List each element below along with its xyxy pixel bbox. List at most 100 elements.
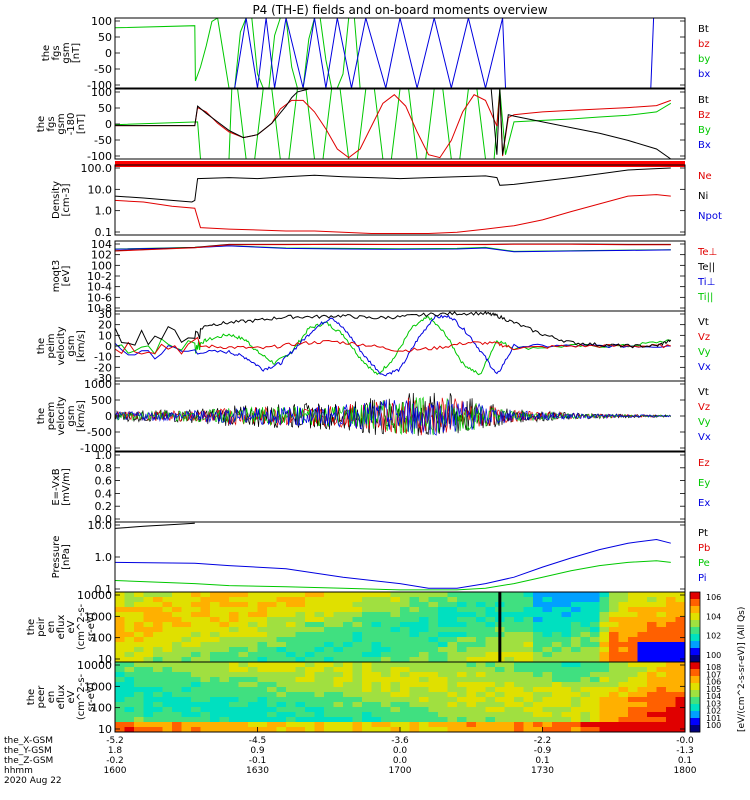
heatmap-cell: [343, 607, 353, 613]
heatmap-cell: [352, 652, 363, 658]
heatmap-cell: [647, 687, 657, 693]
heatmap-cell: [466, 602, 477, 608]
heatmap-cell: [438, 727, 448, 732]
heatmap-cell: [362, 622, 372, 628]
heatmap-cell: [210, 627, 220, 633]
heatmap-cell: [134, 602, 144, 608]
heatmap-cell: [533, 617, 543, 623]
heatmap-cell: [675, 622, 685, 628]
colorbar-band: [690, 676, 700, 684]
heatmap-cell: [656, 677, 667, 683]
heatmap-cell: [333, 622, 344, 628]
y-tick-label: 0.2: [95, 500, 113, 513]
heatmap-cell: [238, 607, 249, 613]
heatmap-cell: [295, 612, 306, 618]
heatmap-cell: [656, 727, 667, 732]
y-axis-label-line: peer: [36, 685, 47, 709]
x-axis-row-value: -2.2: [534, 736, 552, 746]
heatmap-cell: [419, 662, 429, 668]
y-tick-label: 30: [98, 308, 112, 321]
heatmap-cell: [618, 627, 629, 633]
heatmap-cell: [428, 602, 439, 608]
heatmap-cell: [371, 612, 382, 618]
y-tick-label: 0.0: [95, 513, 113, 526]
heatmap-cell: [333, 657, 344, 662]
heatmap-cell: [390, 687, 401, 693]
heatmap-cell: [276, 647, 287, 653]
heatmap-cell: [210, 622, 220, 628]
heatmap-cell: [248, 597, 258, 603]
heatmap-cell: [229, 702, 239, 708]
heatmap-cell: [447, 602, 458, 608]
heatmap-cell: [210, 682, 220, 688]
heatmap-cell: [666, 727, 676, 732]
heatmap-cell: [134, 697, 144, 703]
heatmap-cell: [276, 692, 287, 698]
heatmap-cell: [466, 677, 477, 683]
y-axis-label-peir: the peir en eflux eV (cm^2-s-sr-eV): [26, 603, 97, 650]
x-axis-row-value: -0.9: [534, 746, 552, 756]
heatmap-cell: [675, 677, 685, 683]
heatmap-cell: [409, 652, 420, 658]
heatmap-cell: [599, 622, 610, 628]
heatmap-cell: [628, 652, 638, 658]
heatmap-cell: [371, 617, 382, 623]
heatmap-cell: [248, 612, 258, 618]
heatmap-cell: [609, 717, 619, 723]
heatmap-cell: [571, 642, 581, 648]
heatmap-cell: [295, 667, 306, 673]
heatmap-cell: [552, 642, 562, 648]
heatmap-cell: [647, 627, 657, 633]
heatmap-cell: [153, 622, 163, 628]
heatmap-cell: [599, 632, 610, 638]
heatmap-cell: [210, 597, 220, 603]
heatmap-cell: [305, 702, 315, 708]
heatmap-cell: [286, 652, 296, 658]
heatmap-cell: [476, 592, 486, 598]
heatmap-cell: [352, 602, 363, 608]
chart-title: P4 (TH-E) fields and on-board moments ov…: [252, 3, 547, 17]
heatmap-cell: [238, 617, 249, 623]
heatmap-cell: [485, 707, 496, 713]
heatmap-cell: [124, 597, 135, 603]
heatmap-cell: [143, 687, 154, 693]
heatmap-cell: [343, 692, 353, 698]
heatmap-cell: [476, 657, 486, 662]
heatmap-cell: [666, 657, 676, 662]
heatmap-cell: [115, 652, 125, 658]
heatmap-cell: [571, 602, 581, 608]
heatmap-cell: [153, 662, 163, 668]
y-tick-label: 100.0: [81, 162, 113, 175]
panel-plot-density: [115, 167, 671, 234]
heatmap-cell: [314, 627, 325, 633]
heatmap-cell: [124, 692, 135, 698]
heatmap-cell: [362, 712, 372, 718]
heatmap-cell: [637, 647, 648, 653]
heatmap-cell: [191, 662, 201, 668]
y-axis-label-line: en: [46, 691, 57, 704]
heatmap-cell: [647, 727, 657, 732]
y-tick-label: 10: [98, 329, 112, 342]
heatmap-cell: [153, 687, 163, 693]
heatmap-cell: [542, 702, 553, 708]
heatmap-cell: [457, 622, 467, 628]
heatmap-cell: [162, 607, 173, 613]
heatmap-cell: [580, 717, 591, 723]
heatmap-cell: [409, 622, 420, 628]
heatmap-cell: [210, 727, 220, 732]
heatmap-cell: [305, 712, 315, 718]
heatmap-cell: [286, 632, 296, 638]
heatmap-cell: [590, 602, 600, 608]
heatmap-cell: [675, 612, 685, 618]
heatmap-cell: [286, 702, 296, 708]
heatmap-cell: [533, 722, 543, 728]
heatmap-cell: [466, 662, 477, 668]
y-tick-label: 10-6: [87, 291, 112, 304]
heatmap-cell: [400, 602, 410, 608]
legend-entry: Pt: [698, 528, 708, 539]
heatmap-cell: [210, 672, 220, 678]
heatmap-cell: [409, 717, 420, 723]
heatmap-cell: [590, 677, 600, 683]
heatmap-cell: [295, 622, 306, 628]
heatmap-cell: [162, 702, 173, 708]
